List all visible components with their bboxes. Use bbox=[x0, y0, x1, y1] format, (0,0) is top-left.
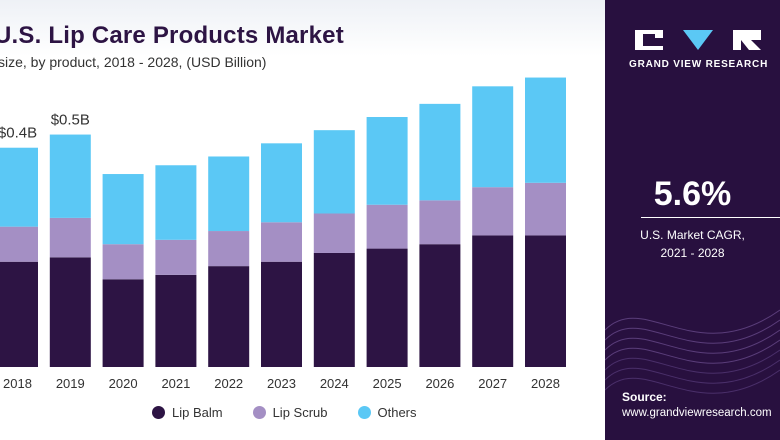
decorative-waves bbox=[605, 309, 780, 394]
bar-2025-others bbox=[366, 117, 408, 205]
x-tick-label-2026: 2026 bbox=[425, 376, 454, 391]
bar-2021-lip-balm bbox=[155, 274, 197, 367]
chart-subtitle: size, by product, 2018 - 2028, (USD Bill… bbox=[0, 54, 267, 70]
info-panel: GRAND VIEW RESEARCH 5.6% U.S. Market CAG… bbox=[605, 0, 780, 440]
bar-2026-lip-scrub bbox=[419, 200, 461, 245]
bar-2023-others bbox=[261, 143, 302, 223]
bar-2025-lip-scrub bbox=[366, 204, 408, 249]
source-url[interactable]: www.grandviewresearch.com bbox=[622, 407, 772, 419]
cagr-divider bbox=[641, 217, 780, 218]
bar-2024-lip-scrub bbox=[313, 213, 355, 253]
bar-2021-others bbox=[155, 165, 197, 240]
cagr-value: 5.6% bbox=[653, 175, 732, 213]
cagr-label-line2: 2021 - 2028 bbox=[660, 246, 725, 260]
data-label-2018: $0.4B bbox=[0, 125, 37, 142]
bar-2028-lip-scrub bbox=[525, 182, 566, 236]
bar-2018-lip-scrub bbox=[0, 226, 38, 262]
bar-2027-others bbox=[472, 86, 514, 188]
x-tick-label-2019: 2019 bbox=[56, 376, 85, 391]
bar-2019-lip-balm bbox=[49, 257, 91, 367]
legend-item-lip-balm: Lip Balm bbox=[152, 405, 223, 420]
legend-label-others: Others bbox=[377, 405, 417, 420]
bar-2018-others bbox=[0, 147, 38, 227]
x-tick-label-2025: 2025 bbox=[373, 376, 402, 391]
bar-2026-lip-balm bbox=[419, 244, 461, 367]
legend-label-lip-scrub: Lip Scrub bbox=[272, 405, 328, 420]
bar-2024-others bbox=[313, 130, 355, 214]
x-tick-label-2023: 2023 bbox=[267, 376, 296, 391]
bar-2022-others bbox=[208, 156, 250, 232]
bar-2027-lip-scrub bbox=[472, 187, 514, 236]
legend-item-lip-scrub: Lip Scrub bbox=[252, 405, 328, 420]
bar-2021-lip-scrub bbox=[155, 239, 197, 275]
bar-2018-lip-balm bbox=[0, 261, 38, 367]
legend-swatch-others bbox=[357, 406, 371, 419]
bar-2023-lip-balm bbox=[261, 261, 302, 367]
legend-item-others: Others bbox=[357, 405, 417, 420]
x-tick-label-2024: 2024 bbox=[320, 376, 349, 391]
bar-2019-others bbox=[49, 134, 91, 218]
bar-2026-others bbox=[419, 103, 461, 201]
bar-2024-lip-balm bbox=[313, 252, 355, 367]
bar-2022-lip-scrub bbox=[208, 231, 250, 267]
legend-label-lip-balm: Lip Balm bbox=[172, 405, 223, 420]
brand-name: GRAND VIEW RESEARCH bbox=[629, 59, 769, 70]
bar-2020-others bbox=[102, 174, 144, 245]
cagr-label-line1: U.S. Market CAGR, bbox=[640, 228, 745, 242]
bar-2022-lip-balm bbox=[208, 266, 250, 367]
x-tick-label-2028: 2028 bbox=[531, 376, 560, 391]
legend-swatch-lip-scrub bbox=[252, 406, 266, 419]
x-tick-label-2020: 2020 bbox=[109, 376, 138, 391]
legend-swatch-lip-balm bbox=[152, 406, 165, 419]
bar-2027-lip-balm bbox=[472, 235, 514, 367]
data-label-2019: $0.5B bbox=[51, 112, 90, 129]
bar-2023-lip-scrub bbox=[261, 222, 302, 262]
bar-2028-others bbox=[525, 77, 566, 183]
x-tick-label-2018: 2018 bbox=[3, 376, 32, 391]
chart-title: U.S. Lip Care Products Market bbox=[0, 22, 344, 49]
chart-panel: U.S. Lip Care Products Market size, by p… bbox=[0, 0, 605, 420]
stacked-bar-chart: 2018 2019 2020 2021 2022 2023 2024 2025 2026 2027… bbox=[0, 77, 566, 391]
bar-2019-lip-scrub bbox=[49, 217, 91, 258]
bar-2020-lip-scrub bbox=[102, 244, 144, 280]
bar-2020-lip-balm bbox=[102, 279, 144, 367]
cagr-label: U.S. Market CAGR, 2021 - 2028 bbox=[605, 226, 780, 262]
x-tick-label-2021: 2021 bbox=[161, 376, 190, 391]
chart-legend: Lip Balm Lip Scrub Others bbox=[152, 405, 417, 420]
x-tick-label-2027: 2027 bbox=[478, 376, 507, 391]
source-label: Source: bbox=[622, 390, 667, 404]
brand-logo-icon bbox=[635, 30, 761, 50]
x-tick-label-2022: 2022 bbox=[214, 376, 243, 391]
bar-2028-lip-balm bbox=[525, 235, 566, 367]
bar-2025-lip-balm bbox=[366, 248, 408, 367]
